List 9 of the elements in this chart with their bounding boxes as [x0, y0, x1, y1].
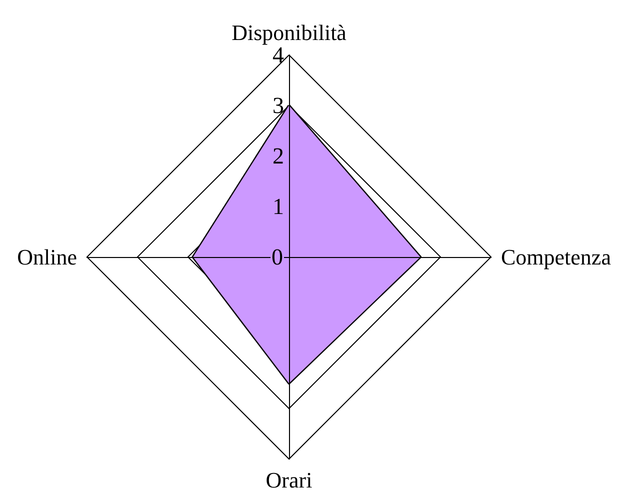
y-tick-label: 2	[272, 144, 284, 168]
y-tick-label: 1	[272, 194, 284, 219]
spoke-label: Online	[17, 244, 77, 270]
y-tick-label: 0	[272, 244, 283, 270]
spoke-label: Competenza	[501, 244, 612, 270]
y-tick-label: 3	[272, 93, 284, 118]
spoke-label: Orari	[266, 468, 312, 492]
spoke-label: Disponibilità	[232, 20, 347, 46]
y-tick-label: 4	[272, 42, 284, 68]
